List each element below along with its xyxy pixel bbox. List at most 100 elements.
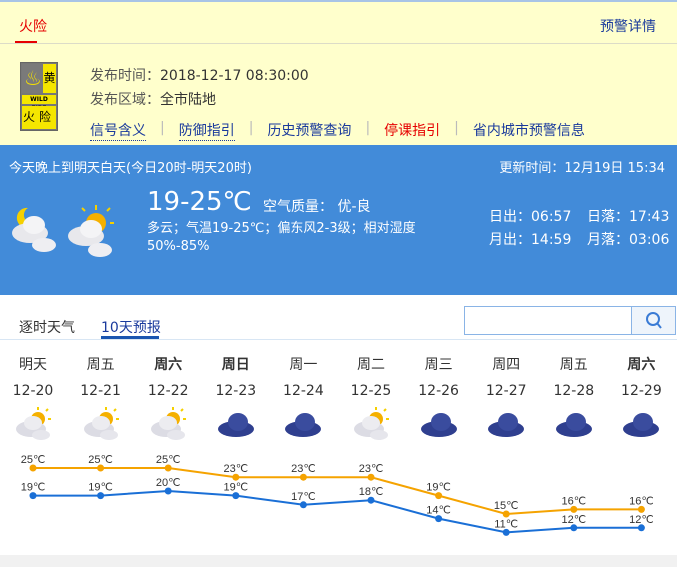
day-date: 12-21 xyxy=(80,383,121,399)
link-signal-meaning[interactable]: 信号含义 xyxy=(90,120,146,141)
low-temp-label: 19℃ xyxy=(88,482,113,494)
high-temp-line xyxy=(33,467,642,516)
high-temp-point xyxy=(97,464,105,472)
temperature-chart: 25℃ 25℃ 25℃ 23℃ 23℃ 23℃ 19℃ 15℃ 16℃ 16℃ 19℃ 19℃ 20℃ 1… xyxy=(21,454,654,536)
issue-time-value: 2018-12-17 08:30:00 xyxy=(160,68,309,84)
search-button[interactable] xyxy=(631,307,675,334)
day-weekday: 周四 xyxy=(492,357,521,373)
low-temp-point xyxy=(97,492,105,500)
cloudy-icon xyxy=(202,407,270,441)
cloudy-icon xyxy=(269,407,337,441)
update-time: 更新时间：12月19日 15:34 xyxy=(499,161,665,176)
day-weekday: 周三 xyxy=(424,357,453,373)
day-date: 12-28 xyxy=(553,383,595,399)
area-value: 全市陆地 xyxy=(160,92,216,108)
day-date: 12-24 xyxy=(283,383,324,399)
low-temp-label: 12℃ xyxy=(562,514,587,526)
forecast-panel: 逐时天气 10天预报 明天 12-20 周五 12-21 周六 12-22 周日 12-23 周… xyxy=(0,295,677,555)
tab-hourly[interactable]: 逐时天气 xyxy=(19,320,75,336)
badge-cn: 火险 xyxy=(22,106,56,129)
cloudy-icon xyxy=(405,407,473,441)
high-temp-point xyxy=(367,473,375,481)
high-temp-label: 23℃ xyxy=(291,463,316,475)
low-temp-point xyxy=(299,501,307,509)
partly-cloudy-icon xyxy=(337,407,405,441)
warning-links: 信号含义 | 防御指引 | 历史预警查询 | 停课指引 | 省内城市预警信息 xyxy=(90,120,585,141)
flame-icon: ♨ xyxy=(22,64,44,93)
link-class-suspension[interactable]: 停课指引 xyxy=(384,123,441,139)
high-temp-label: 15℃ xyxy=(494,500,519,512)
low-temp-label: 19℃ xyxy=(224,482,249,494)
city-search xyxy=(464,306,676,335)
high-temp-point xyxy=(570,505,578,513)
high-temp-label: 16℃ xyxy=(562,495,587,507)
weather-description: 多云；气温19-25℃；偏东风2-3级；相对湿度50%-85% xyxy=(147,221,416,254)
low-temp-point xyxy=(232,492,240,500)
warning-detail-link[interactable]: 预警详情 xyxy=(600,19,656,35)
moonset: 月落：03:06 xyxy=(587,232,670,248)
issue-area: 发布区域：全市陆地 xyxy=(90,89,216,109)
issue-time-label: 发布时间： xyxy=(90,68,160,84)
day-date: 12-27 xyxy=(485,383,527,399)
low-temp-label: 11℃ xyxy=(494,518,518,530)
tab-10-day[interactable]: 10天预报 xyxy=(101,320,161,336)
day-weekday: 周五 xyxy=(559,357,588,373)
day-date: 12-29 xyxy=(621,383,662,399)
day-partly-cloudy-icon xyxy=(68,205,114,257)
warning-panel: 火险 预警详情 ♨ 黄 WILD FIRE 火险 发布时间：2018-12-17… xyxy=(0,0,677,145)
search-input[interactable] xyxy=(465,307,632,334)
cloudy-icon xyxy=(607,407,675,441)
temperature-range: 19-25℃ xyxy=(147,187,252,217)
day-weekday: 周六 xyxy=(154,357,183,373)
day-weekday: 周五 xyxy=(86,357,115,373)
high-temp-label: 25℃ xyxy=(21,454,46,466)
day-date: 12-26 xyxy=(418,383,459,399)
divider xyxy=(0,43,677,44)
low-temp-label: 17℃ xyxy=(291,491,316,503)
badge-level: 黄 xyxy=(43,64,56,93)
high-temp-point xyxy=(232,473,240,481)
active-tab-indicator xyxy=(101,336,159,339)
day-weekday: 周日 xyxy=(221,357,250,373)
high-temp-point xyxy=(435,492,443,500)
link-province-warnings[interactable]: 省内城市预警信息 xyxy=(472,123,585,139)
partly-cloudy-icon xyxy=(134,407,202,441)
wildfire-yellow-badge: ♨ 黄 WILD FIRE 火险 xyxy=(20,62,58,131)
divider xyxy=(0,339,677,340)
day-date: 12-22 xyxy=(147,383,189,399)
low-temp-point xyxy=(435,515,443,523)
tab-fire-warning[interactable]: 火险 xyxy=(19,19,47,35)
search-icon xyxy=(646,312,662,329)
link-history[interactable]: 历史预警查询 xyxy=(267,123,352,139)
low-temp-label: 14℃ xyxy=(426,505,451,517)
active-tab-indicator xyxy=(15,41,37,44)
high-temp-label: 25℃ xyxy=(88,454,113,466)
high-temp-label: 25℃ xyxy=(156,454,181,466)
low-temp-label: 20℃ xyxy=(156,477,181,489)
forecast-period: 今天晚上到明天白天(今日20时-明天20时) xyxy=(9,161,252,176)
day-date: 12-23 xyxy=(215,383,257,399)
low-temp-point xyxy=(502,528,510,536)
cloudy-icon xyxy=(540,407,608,441)
low-temp-point xyxy=(367,496,375,504)
current-weather-panel: 今天晚上到明天白天(今日20时-明天20时) 更新时间：12月19日 15:34… xyxy=(0,145,677,295)
high-temp-label: 23℃ xyxy=(224,463,249,475)
badge-en: WILD FIRE xyxy=(22,95,56,112)
link-defense-guide[interactable]: 防御指引 xyxy=(178,120,235,141)
high-temp-label: 23℃ xyxy=(359,463,384,475)
day-weekday: 周一 xyxy=(289,357,318,373)
partly-cloudy-icon xyxy=(67,407,135,441)
night-partly-cloudy-icon xyxy=(12,207,56,252)
cloudy-icon xyxy=(472,407,540,441)
low-temp-point xyxy=(637,524,645,532)
high-temp-point xyxy=(299,473,307,481)
low-temp-label: 19℃ xyxy=(21,482,46,494)
day-date: 12-20 xyxy=(12,383,54,399)
low-temp-label: 12℃ xyxy=(629,514,654,526)
partly-cloudy-icon xyxy=(0,407,67,441)
low-temp-label: 18℃ xyxy=(359,486,384,498)
day-weekday: 周六 xyxy=(627,357,656,373)
sunrise: 日出：06:57 xyxy=(489,209,572,225)
low-temp-point xyxy=(29,492,37,500)
high-temp-point xyxy=(637,505,645,513)
